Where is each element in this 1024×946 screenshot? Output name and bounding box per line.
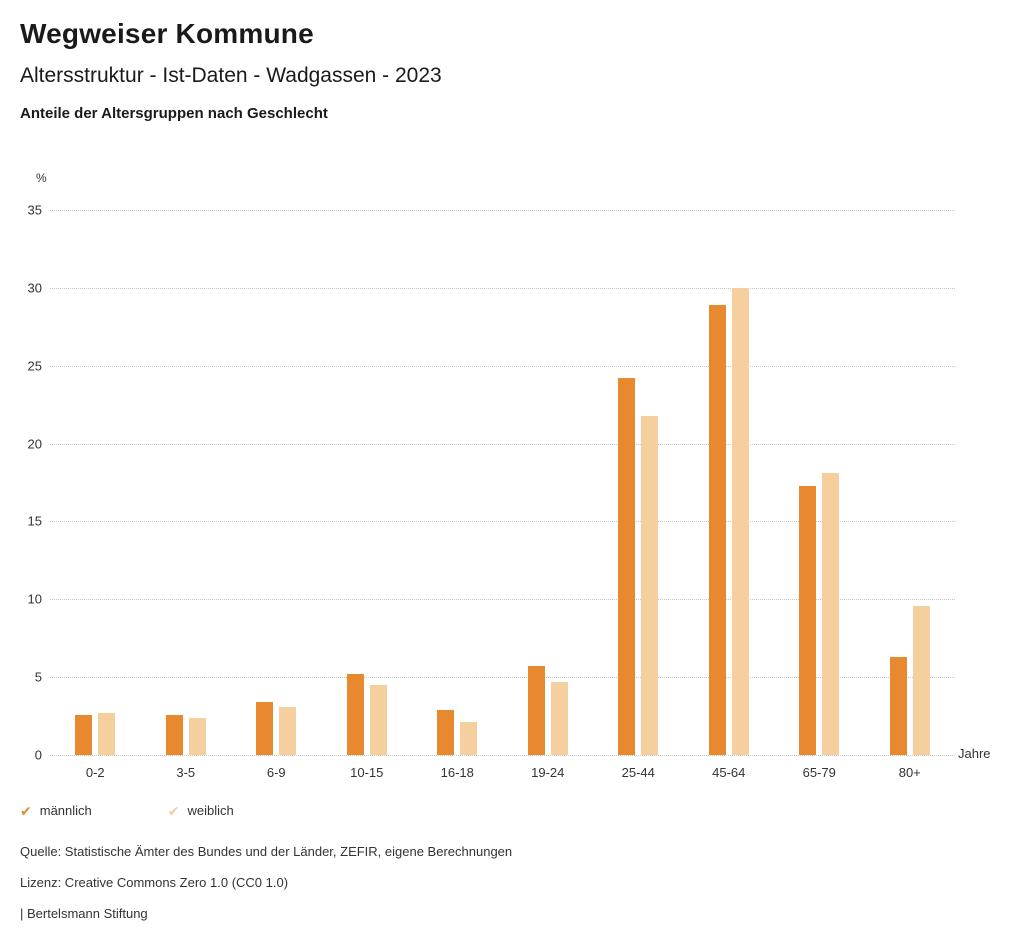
legend: ✔ männlich ✔ weiblich [20, 803, 234, 818]
x-tick-label: 6-9 [266, 765, 286, 780]
bar-männlich [889, 656, 907, 755]
legend-item-maennlich[interactable]: ✔ männlich [20, 803, 92, 818]
bar-männlich [708, 305, 726, 755]
x-tick-label: 3-5 [176, 765, 196, 780]
gridline [50, 210, 955, 211]
bar-group [593, 210, 684, 755]
gridline [50, 521, 955, 523]
page-title: Wegweiser Kommune [20, 18, 314, 49]
x-axis-unit: Jahre [958, 746, 991, 761]
legend-mark: ✔ [20, 802, 32, 819]
bar-weiblich [731, 287, 749, 755]
y-tick-label: 20 [27, 436, 42, 452]
bar-männlich [75, 714, 93, 755]
y-tick-label: 15 [27, 513, 42, 529]
x-tick-label: 10-15 [350, 765, 384, 780]
bar-group [774, 210, 865, 755]
x-tick-label: 65-79 [802, 765, 836, 780]
x-tick-label: 25-44 [621, 765, 655, 780]
x-tick-label: 16-18 [440, 765, 474, 780]
bar-weiblich [912, 605, 930, 755]
x-axis-labels: 0-2 3-5 6-9 10-15 16-18 19-24 25-44 45-64 65-79 8… [50, 765, 955, 780]
bar-männlich [346, 674, 364, 755]
bar-weiblich [822, 473, 840, 755]
bar-weiblich [641, 415, 659, 755]
y-tick-label: 35 [27, 202, 42, 218]
bar-männlich [165, 714, 183, 755]
y-tick-label: 30 [27, 280, 42, 296]
gridline [50, 443, 955, 445]
gridline [50, 755, 955, 756]
bar-männlich [618, 378, 636, 755]
bar-group [231, 210, 322, 755]
y-tick-label: 5 [34, 669, 42, 685]
bar-group [141, 210, 232, 755]
bar-weiblich [460, 722, 478, 755]
bar-weiblich [279, 706, 297, 755]
bar-weiblich [550, 681, 568, 755]
bar-group [412, 210, 503, 755]
gridline [50, 287, 955, 289]
bar-group [865, 210, 956, 755]
gridline [50, 677, 955, 679]
bar-weiblich [98, 712, 116, 755]
bar-group [50, 210, 141, 755]
legend-mark: ✔ [167, 802, 180, 819]
chart-heading: Anteile der Altersgruppen nach Geschlech… [20, 105, 328, 122]
footer-license: Lizenz: Creative Commons Zero 1.0 (CC0 1… [20, 875, 289, 890]
gridline [50, 599, 955, 601]
x-tick-label: 45-64 [712, 765, 746, 780]
y-tick-label: 0 [34, 747, 42, 763]
gridline [50, 365, 955, 367]
legend-item-weiblich[interactable]: ✔ weiblich [168, 803, 234, 818]
footer-source: Quelle: Statistische Ämter des Bundes un… [20, 844, 513, 859]
plot-area: 0 5 10 15 20 25 30 35 [28, 203, 955, 763]
legend-label-weiblich: weiblich [187, 803, 234, 818]
bar-weiblich [369, 684, 387, 755]
bar-weiblich [188, 717, 206, 755]
footer-attribution: | Bertelsmann Stiftung [20, 906, 148, 921]
bar-group [684, 210, 775, 755]
page-subtitle: Altersstruktur - Ist-Daten - Wadgassen -… [20, 64, 442, 87]
bar-männlich [799, 485, 817, 755]
y-axis-unit: % [36, 171, 47, 185]
bar-group [322, 210, 413, 755]
x-tick-label: 0-2 [85, 765, 105, 780]
y-tick-label: 25 [27, 358, 42, 374]
y-tick-label: 10 [27, 591, 42, 607]
x-tick-label: 19-24 [531, 765, 565, 780]
x-tick-label: 80+ [898, 765, 921, 780]
bar-groups [50, 210, 955, 755]
bar-männlich [437, 709, 455, 755]
bar-männlich [256, 702, 274, 755]
bar-männlich [527, 666, 545, 755]
bar-group [503, 210, 594, 755]
legend-label-maennlich: männlich [39, 803, 92, 818]
